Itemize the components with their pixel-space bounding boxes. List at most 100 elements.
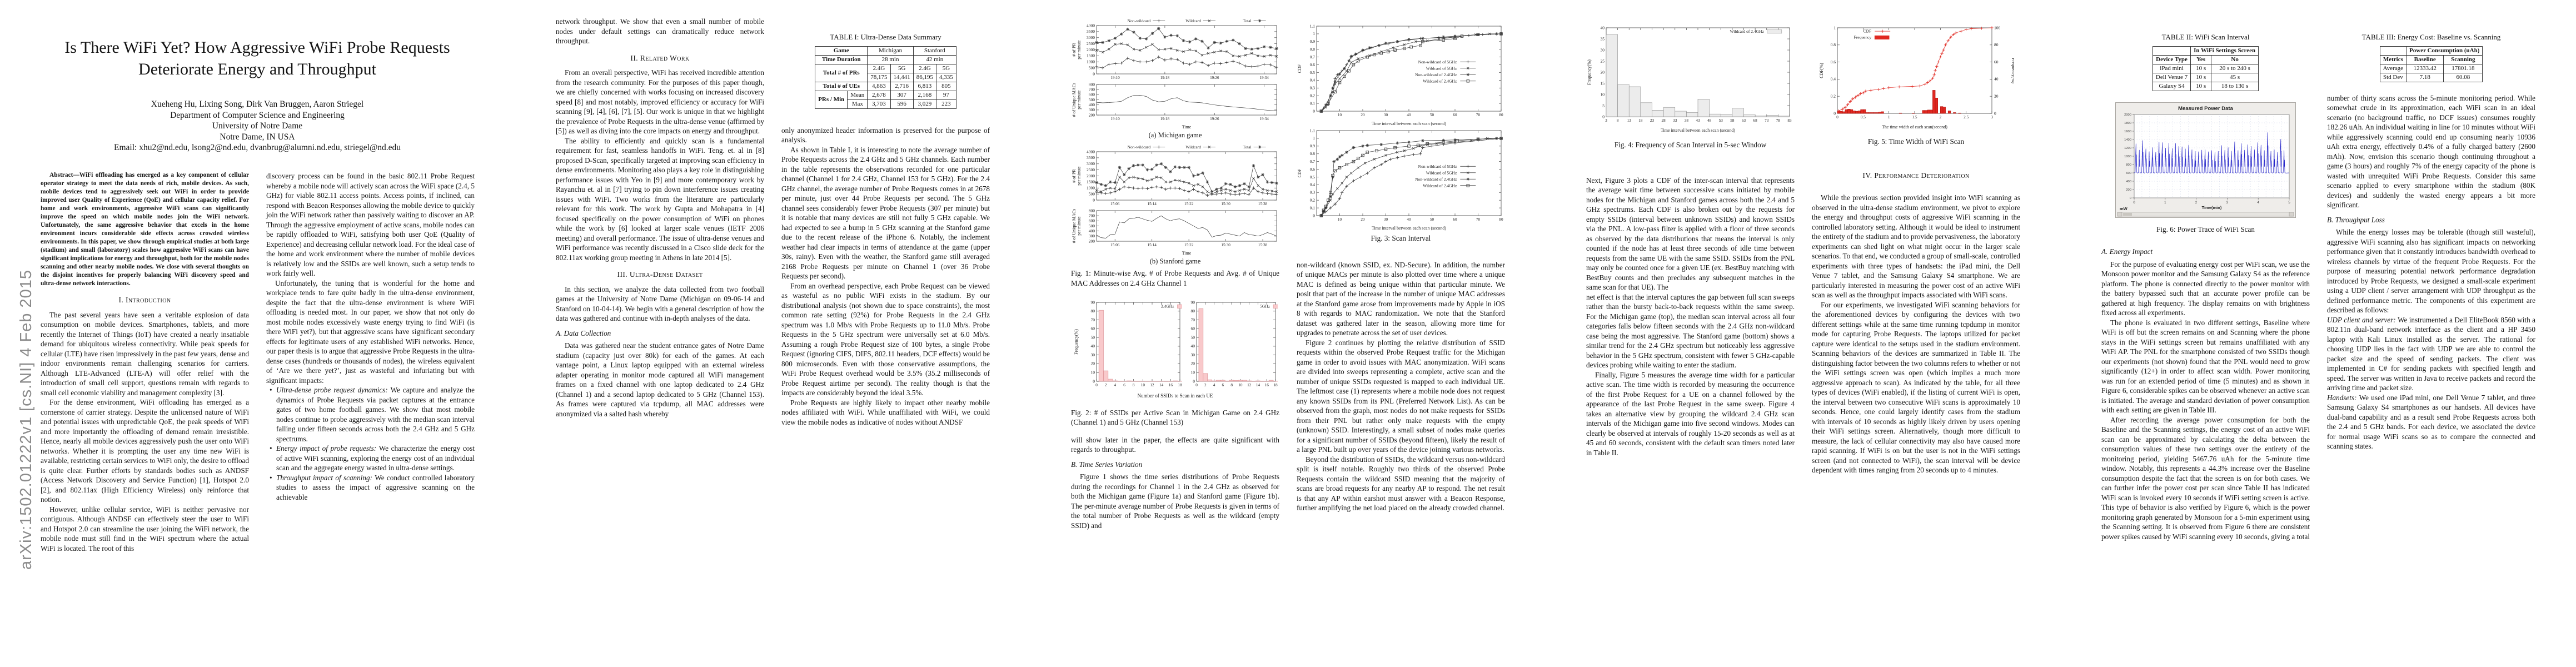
table-cell: 596 <box>890 99 914 109</box>
paragraph: Handsets: We used one iPad mini, one Del… <box>2327 393 2536 451</box>
svg-text:35: 35 <box>1601 36 1605 41</box>
related-work-paragraphs: From an overall perspective, WiFi has re… <box>556 68 764 262</box>
svg-text:0: 0 <box>2130 197 2131 200</box>
page-4: 0 5 10 15 20 25 30 35 40 3 8 13 18 23 28 33 38 43 48 53 58 63… <box>1546 0 2061 667</box>
author-block: Xueheng Hu, Lixing Song, Dirk Van Brugge… <box>35 99 480 153</box>
svg-text:80: 80 <box>1499 217 1503 222</box>
section-performance-deterioration: IV. Performance Deterioration <box>1862 171 1970 180</box>
svg-text:14: 14 <box>1159 383 1164 387</box>
svg-text:4000: 4000 <box>1087 23 1095 28</box>
svg-text:30: 30 <box>1384 217 1388 222</box>
svg-text:Time: Time <box>1182 125 1192 130</box>
svg-text:0: 0 <box>1093 197 1095 202</box>
contrib-cont: network throughput. We show that even a … <box>556 17 764 46</box>
table-cell: 86,195 <box>913 72 937 82</box>
svg-text:Non-wildcard of 5GHz: Non-wildcard of 5GHz <box>1418 59 1457 64</box>
fig3-caption: Fig. 3: Scan Interval <box>1371 234 1431 242</box>
svg-text:1: 1 <box>1313 136 1315 141</box>
fig1-caption: Fig. 1: Minute-wise Avg. # of Probe Requ… <box>1071 269 1279 287</box>
svg-text:19:34: 19:34 <box>1259 117 1269 121</box>
svg-text:2000: 2000 <box>1087 173 1095 178</box>
table-cell: 4,863 <box>867 81 891 91</box>
svg-text:mW: mW <box>2120 206 2128 211</box>
paragraph: Figure 1 shows the time series distribut… <box>1071 472 1279 530</box>
svg-text:10: 10 <box>1238 383 1243 387</box>
table-cell: Device Type <box>2152 54 2191 64</box>
svg-text:Frequency(%): Frequency(%) <box>1587 59 1592 85</box>
table-cell: Dell Venue 7 <box>2152 72 2191 82</box>
table-cell: 2.4G <box>867 63 891 73</box>
svg-text:60: 60 <box>1453 113 1457 117</box>
fig2-24ghz-chart: 0 10 20 30 40 50 60 70 80 90 0 2 4 6 8 10 12 14 16 18 Freque… <box>1073 299 1182 392</box>
svg-text:0: 0 <box>1093 71 1095 76</box>
svg-text:0.4: 0.4 <box>1310 182 1316 187</box>
table-cell: 10 s <box>2190 63 2212 73</box>
page3-col2: 0 0.1 0.2 0.3 0.4 0.5 0.6 0.7 0.8 0.9 1 1.1 10 20 30 40… <box>1297 22 1505 513</box>
table-cell: 14,441 <box>890 72 914 82</box>
svg-text:Wildcard of 5GHz: Wildcard of 5GHz <box>1426 170 1457 175</box>
svg-text:1: 1 <box>2164 201 2166 205</box>
svg-text:12: 12 <box>1150 383 1154 387</box>
svg-text:1500: 1500 <box>1087 53 1095 58</box>
subsection-throughput-loss: B. Throughput Loss <box>2327 215 2385 224</box>
svg-text:6: 6 <box>1222 383 1224 387</box>
svg-text:Time: Time <box>1182 251 1192 256</box>
table-cell: 17801.18 <box>2443 63 2483 73</box>
time-series-discussion: non-wildcard (known SSID, ex. ND-Secure)… <box>1297 260 1505 513</box>
svg-text:1000: 1000 <box>1087 59 1095 64</box>
svg-text:0.9: 0.9 <box>1310 143 1316 148</box>
svg-text:40: 40 <box>1407 113 1411 117</box>
table-wifi-scan-interval: In WiFi Settings Screen Device Type Yes No i… <box>2101 46 2310 91</box>
svg-text:20: 20 <box>1361 217 1365 222</box>
paragraph: number of thirty scans across the 5-minu… <box>2327 93 2535 210</box>
page3-col1: 0 500 1000 1500 2000 2500 3000 3500 4000 19:10 19:… <box>1071 17 1279 530</box>
svg-text:15:22: 15:22 <box>1184 243 1194 247</box>
svg-text:0: 0 <box>1195 383 1198 387</box>
svg-text:4: 4 <box>1213 383 1215 387</box>
data-table: Game Michigan Stanford Time Duration 28 min 4… <box>815 46 956 109</box>
svg-text:3: 3 <box>2226 201 2229 205</box>
svg-text:CDF: CDF <box>1863 29 1871 34</box>
paragraph: network throughput. We show that even a … <box>556 17 764 45</box>
svg-text:2: 2 <box>1204 383 1206 387</box>
table-cell: 2.4G <box>913 63 937 73</box>
svg-text:15:30: 15:30 <box>1221 243 1230 247</box>
svg-text:1.1: 1.1 <box>1310 128 1316 133</box>
svg-text:0.2: 0.2 <box>1310 197 1316 202</box>
svg-text:0: 0 <box>1313 213 1315 218</box>
table-cell: 42 min <box>913 54 956 64</box>
svg-text:# of Unique MACs: # of Unique MACs <box>1072 208 1077 243</box>
svg-text:5GHz: 5GHz <box>1260 304 1270 309</box>
paragraph: Probe Requests are highly likely to impa… <box>781 398 990 426</box>
svg-text:58: 58 <box>1730 118 1735 123</box>
svg-text:50: 50 <box>1430 217 1434 222</box>
section-introduction: I. Introduction <box>118 296 171 304</box>
energy-paragraphs: For the purpose of evaluating energy cos… <box>2101 260 2310 542</box>
svg-text:15:06: 15:06 <box>1110 202 1120 206</box>
paragraph: However, unlike cellular service, WiFi i… <box>41 505 249 552</box>
svg-text:3500: 3500 <box>1087 29 1095 34</box>
data-table: In WiFi Settings Screen Device Type Yes No i… <box>2152 46 2259 91</box>
paragraph: Throughput impact of scanning: We conduc… <box>266 473 475 502</box>
svg-text:0: 0 <box>1602 114 1605 119</box>
table-cell: 3,703 <box>867 99 891 109</box>
fig2-caption: Fig. 2: # of SSIDs per Active Scan in Mi… <box>1071 408 1279 427</box>
svg-text:18: 18 <box>1178 383 1182 387</box>
table-cell: Max <box>847 99 868 109</box>
table-cell: Scanning <box>2443 54 2483 64</box>
svg-text:0.9: 0.9 <box>1310 39 1316 44</box>
svg-text:1: 1 <box>1313 31 1315 36</box>
svg-text:4000: 4000 <box>1087 149 1095 154</box>
svg-text:200: 200 <box>1089 238 1095 243</box>
svg-text:400: 400 <box>2126 180 2131 183</box>
university-line: University of Notre Dame <box>212 121 303 131</box>
department-line: Department of Computer Science and Engin… <box>170 110 345 120</box>
performance-paragraphs: While the previous section provided insi… <box>1812 193 2020 475</box>
svg-text:19:26: 19:26 <box>1210 76 1219 80</box>
svg-text:0.5: 0.5 <box>1860 115 1865 120</box>
svg-text:3: 3 <box>1991 115 1993 120</box>
scan-interval-discussion: Next, Figure 3 plots a CDF of the inter-… <box>1586 176 1795 458</box>
svg-text:1000: 1000 <box>1087 185 1095 190</box>
fig6-caption: Fig. 6: Power Trace of WiFi Scan <box>2156 225 2255 233</box>
table-cell: 307 <box>890 90 914 100</box>
